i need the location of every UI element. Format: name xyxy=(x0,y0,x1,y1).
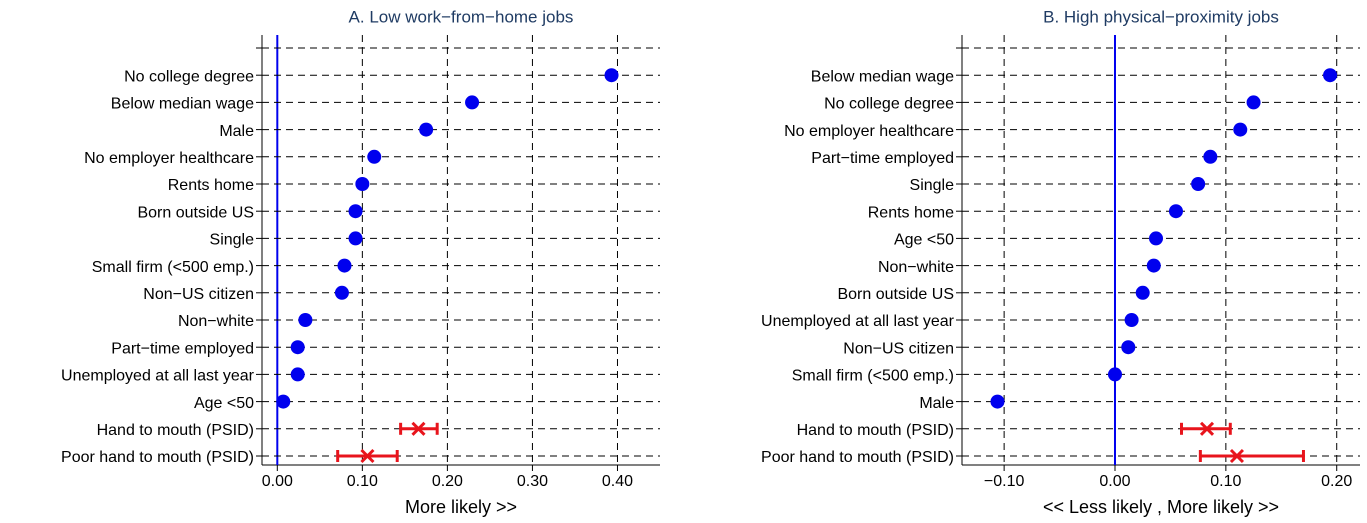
y-tick-label: Rents home xyxy=(868,204,954,221)
y-tick-label: No employer healthcare xyxy=(784,123,954,140)
y-tick-label: No employer healthcare xyxy=(84,150,254,167)
y-tick-label: Hand to mouth (PSID) xyxy=(97,422,254,439)
dot xyxy=(348,231,363,246)
y-tick-label: Single xyxy=(210,232,255,249)
point-marker xyxy=(411,421,426,436)
dot xyxy=(1168,204,1183,219)
dot xyxy=(1191,177,1206,191)
y-tick-label: Poor hand to mouth (PSID) xyxy=(61,449,254,466)
y-tick-label: Unemployed at all last year xyxy=(761,313,955,330)
dot xyxy=(355,177,370,191)
y-tick-label: Hand to mouth (PSID) xyxy=(797,422,954,439)
dot xyxy=(290,367,305,382)
dot xyxy=(1323,68,1338,83)
dot xyxy=(348,204,363,219)
dot xyxy=(334,285,349,300)
x-tick-label: −0.10 xyxy=(984,473,1025,490)
dot xyxy=(604,68,619,83)
y-tick-label: Part−time employed xyxy=(811,150,954,167)
y-tick-label: Age <50 xyxy=(894,232,954,249)
y-tick-label: No college degree xyxy=(824,96,954,113)
dot xyxy=(1107,367,1122,382)
dot xyxy=(1121,340,1136,355)
y-tick-label: Small firm (<500 emp.) xyxy=(792,368,954,385)
x-tick-label: 0.40 xyxy=(602,473,633,490)
dot xyxy=(367,149,382,164)
y-tick-label: Born outside US xyxy=(137,204,254,221)
dot xyxy=(298,313,313,327)
dot xyxy=(1246,95,1261,110)
y-tick-label: Below median wage xyxy=(811,68,954,85)
y-tick-label: Male xyxy=(219,123,254,140)
dot xyxy=(276,394,291,409)
y-tick-label: Non−US citizen xyxy=(843,340,954,357)
y-tick-label: Non−white xyxy=(178,313,254,330)
x-axis-label: More likely >> xyxy=(405,497,517,517)
dot xyxy=(290,340,305,355)
x-tick-label: 0.10 xyxy=(347,473,378,490)
dot xyxy=(1149,231,1164,246)
y-tick-label: Unemployed at all last year xyxy=(61,368,255,385)
dot xyxy=(1124,313,1139,327)
y-tick-label: No college degree xyxy=(124,68,254,85)
point-marker xyxy=(360,448,375,464)
dot xyxy=(1233,122,1248,137)
y-tick-label: Rents home xyxy=(168,177,254,194)
dot xyxy=(1135,285,1150,300)
y-tick-label: Male xyxy=(919,395,954,412)
dot xyxy=(990,394,1005,409)
dot xyxy=(1203,149,1218,164)
dot xyxy=(337,258,352,273)
x-tick-label: 0.20 xyxy=(432,473,463,490)
y-tick-label: Poor hand to mouth (PSID) xyxy=(761,449,954,466)
y-tick-label: Age <50 xyxy=(194,395,254,412)
x-tick-label: 0.00 xyxy=(1099,473,1130,490)
y-tick-label: Below median wage xyxy=(111,96,254,113)
dot xyxy=(465,95,480,110)
point-marker xyxy=(1199,421,1215,436)
x-tick-label: 0.20 xyxy=(1321,473,1352,490)
x-tick-label: 0.10 xyxy=(1210,473,1241,490)
y-tick-label: Single xyxy=(910,177,955,194)
panel-title: B. High physical−proximity jobs xyxy=(1043,7,1279,26)
dot xyxy=(419,122,434,137)
point-marker xyxy=(1229,448,1245,464)
y-tick-label: Small firm (<500 emp.) xyxy=(92,259,254,276)
y-tick-label: Non−US citizen xyxy=(143,286,254,303)
panel-title: A. Low work−from−home jobs xyxy=(349,7,574,26)
y-tick-label: Non−white xyxy=(878,259,954,276)
y-tick-label: Part−time employed xyxy=(111,340,254,357)
dot xyxy=(1146,258,1161,273)
x-tick-label: 0.30 xyxy=(517,473,548,490)
x-axis-label: << Less likely , More likely >> xyxy=(1043,497,1279,517)
y-tick-label: Born outside US xyxy=(837,286,954,303)
x-tick-label: 0.00 xyxy=(262,473,293,490)
